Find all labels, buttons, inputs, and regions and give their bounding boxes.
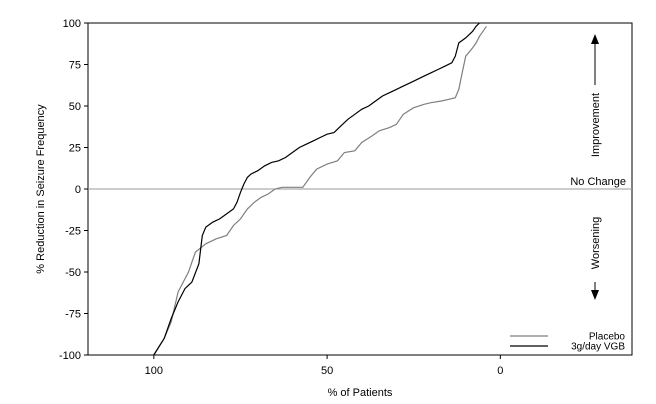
y-tick-label: 75 xyxy=(69,60,81,72)
y-tick-label: 25 xyxy=(69,143,81,155)
x-tick-label: 0 xyxy=(497,365,503,377)
y-tick-label: 50 xyxy=(69,101,81,113)
series-line-1 xyxy=(153,25,487,356)
x-axis-title: % of Patients xyxy=(328,387,393,399)
series-line-2 xyxy=(153,22,480,356)
y-tick-label: 100 xyxy=(63,18,81,30)
no-change-label: No Change xyxy=(570,176,626,188)
legend-label-2: 3g/day VGB xyxy=(571,342,625,353)
worsening-label: Worsening xyxy=(590,217,602,269)
y-axis-title: % Reduction in Seizure Frequency xyxy=(35,104,47,274)
x-tick-label: 50 xyxy=(321,365,333,377)
arrow-up-icon xyxy=(591,34,599,44)
y-tick-label: -25 xyxy=(65,226,81,238)
arrow-down-icon xyxy=(591,290,599,300)
y-tick-label: -100 xyxy=(59,350,81,362)
y-tick-label: -50 xyxy=(65,267,81,279)
legend-label-1: Placebo xyxy=(589,332,626,343)
improvement-label: Improvement xyxy=(590,93,602,157)
y-tick-label: 0 xyxy=(75,184,81,196)
x-tick-label: 100 xyxy=(145,365,163,377)
y-tick-label: -75 xyxy=(65,309,81,321)
